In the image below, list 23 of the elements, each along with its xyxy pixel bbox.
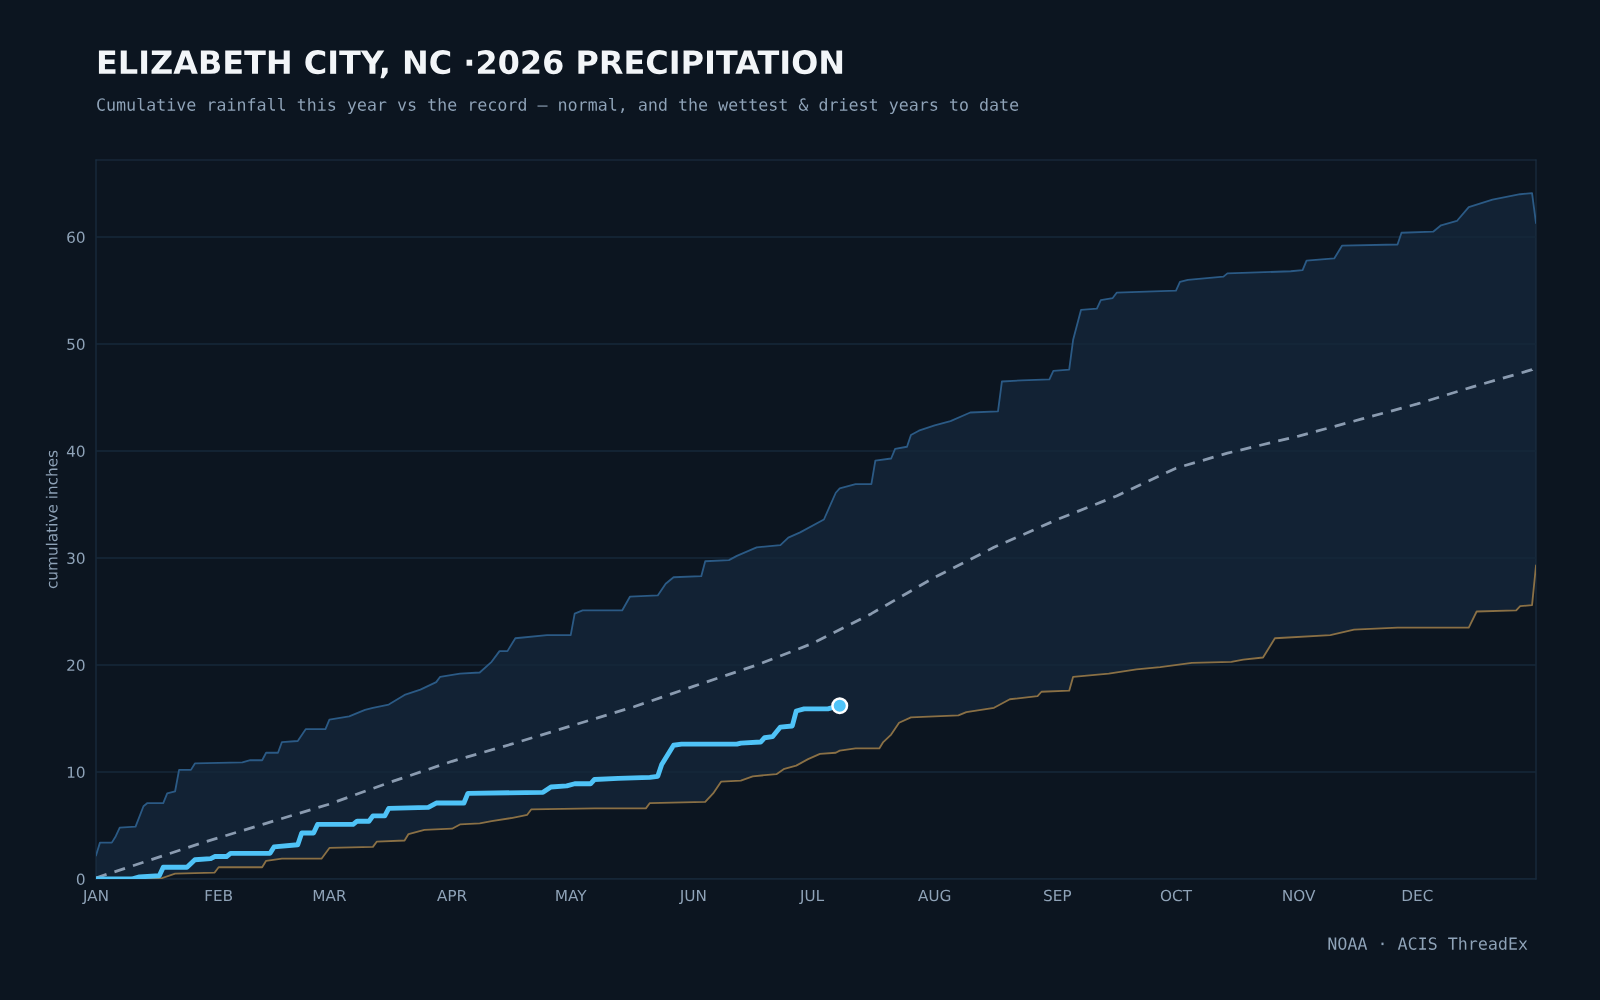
x-tick-label: APR bbox=[437, 889, 467, 902]
x-tick-label: MAY bbox=[556, 889, 587, 902]
x-tick-label: NOV bbox=[1283, 889, 1316, 902]
chart-title: ELIZABETH CITY, NC ·2026 PRECIPITATION bbox=[98, 50, 843, 79]
x-tick-label: JUN bbox=[679, 889, 706, 905]
x-tick-label: JUL bbox=[799, 889, 825, 905]
y-tick-label: 30 bbox=[67, 552, 85, 565]
x-tick-label: AUG bbox=[918, 889, 951, 902]
y-tick-label: 20 bbox=[67, 659, 85, 672]
x-tick-label: JAN bbox=[82, 889, 108, 905]
x-tick-label: OCT bbox=[1160, 889, 1193, 902]
text: NOAA · ACIS ThreadEx bbox=[1328, 936, 1528, 950]
y-tick-label: 50 bbox=[67, 338, 85, 351]
y-axis-title: cumulative inches bbox=[45, 450, 58, 589]
x-tick-label: DEC bbox=[1402, 889, 1433, 902]
y-tick-label: 60 bbox=[67, 231, 85, 244]
x-tick-label: MAR bbox=[313, 889, 347, 902]
x-tick-label: SEP bbox=[1044, 889, 1072, 902]
x-tick-label: FEB bbox=[205, 889, 233, 902]
y-tick-label: 0 bbox=[76, 873, 85, 886]
y-tick-label: 10 bbox=[67, 766, 85, 779]
y-tick-label: 40 bbox=[66, 445, 85, 458]
chart-subtitle: Cumulative rainfall this year vs the record — normal, and the wettest & driest years to date bbox=[97, 97, 1019, 115]
